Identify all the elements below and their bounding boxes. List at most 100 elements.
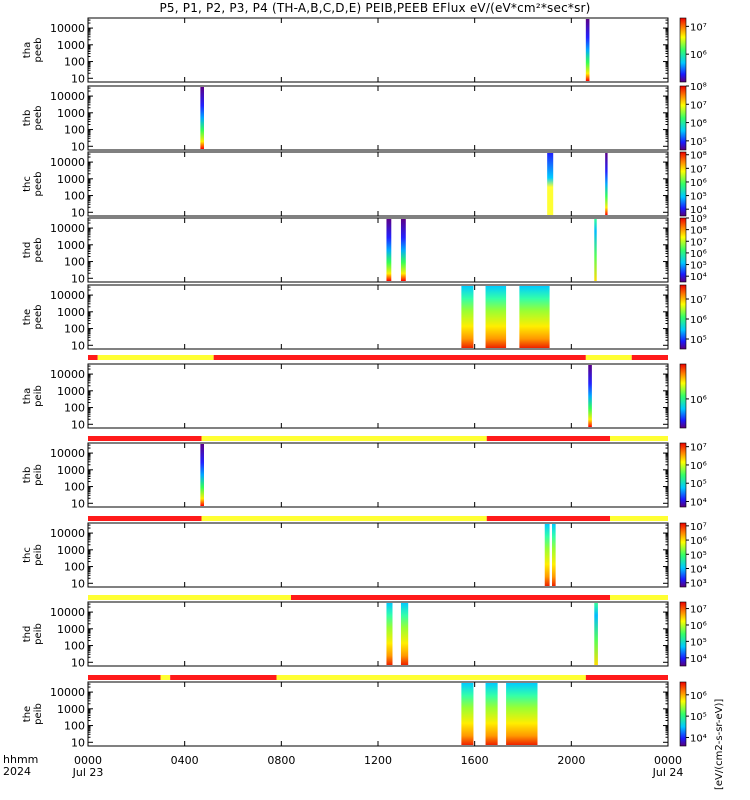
y-tick-label: 10 <box>71 418 85 431</box>
spectrogram-block <box>400 603 409 665</box>
y-tick-label: 100 <box>64 402 85 415</box>
x-axis-row-label-2: 2024 <box>3 765 31 778</box>
spectrogram-block <box>461 286 474 348</box>
colorbar-tick-label: 10⁵ <box>690 137 707 148</box>
colorbar-tick-label: 10³ <box>690 579 707 590</box>
colorbar-tick-label: 10⁴ <box>690 565 707 576</box>
panel-label-instrument: peeb <box>33 305 44 330</box>
x-tick-label: 0000 <box>654 754 682 767</box>
panel-label-instrument: peib <box>33 544 44 566</box>
y-tick-label: 100 <box>64 256 85 269</box>
colorbar-tick-label: 10⁵ <box>690 192 707 203</box>
panel-label-probe: the <box>22 706 33 722</box>
y-tick-label: 10 <box>71 339 85 352</box>
y-tick-label: 10000 <box>50 606 85 619</box>
panel-label-instrument: peib <box>33 385 44 407</box>
colorbar-tick-label: 10⁵ <box>690 261 707 272</box>
x-tick-label: 0000 <box>74 754 102 767</box>
colorbar-tick-label: 10⁵ <box>690 637 707 648</box>
colorbar <box>679 601 687 667</box>
y-tick-label: 10 <box>71 72 85 85</box>
panel-label-probe: thd <box>22 242 33 259</box>
mode-bar-segment <box>585 355 632 360</box>
chart-title: P5, P1, P2, P3, P4 (TH-A,B,C,D,E) PEIB,P… <box>159 1 591 15</box>
y-tick-label: 10000 <box>50 90 85 103</box>
colorbar-tick-label: 10⁵ <box>690 479 707 490</box>
panel-the-peeb: 10 100 1000 10000 the peeb 10⁵ 10⁶ 10⁷ <box>22 284 707 352</box>
panel-label-probe: tha <box>22 42 33 58</box>
panel-label-probe: thc <box>22 176 33 192</box>
colorbar <box>679 284 687 350</box>
spectrogram-block <box>506 683 538 745</box>
panel-tha-peeb: 10 100 1000 10000 tha peeb 10⁶ 10⁷ <box>22 17 707 85</box>
colorbar-tick-label: 10⁶ <box>690 536 707 547</box>
spectrogram-block <box>461 683 474 745</box>
mode-bar-the-peeb <box>88 355 668 360</box>
mode-bar-segment <box>88 675 161 680</box>
panel-label-instrument: peeb <box>33 38 44 63</box>
y-tick-label: 10000 <box>50 447 85 460</box>
y-tick-label: 100 <box>64 561 85 574</box>
colorbar-tick-label: 10⁷ <box>690 443 707 454</box>
panel-frame <box>87 17 669 83</box>
panel-label-instrument: peib <box>33 623 44 645</box>
mode-bar-segment <box>276 675 586 680</box>
y-tick-label: 1000 <box>57 385 85 398</box>
spectrogram-block <box>485 286 507 348</box>
panel-label-instrument: peeb <box>33 238 44 263</box>
mode-bar-segment <box>486 436 610 441</box>
spectrogram-block <box>594 603 598 665</box>
mode-bar-segment <box>88 355 98 360</box>
panel-label-probe: thb <box>22 467 33 484</box>
panel-label-probe: thd <box>22 626 33 643</box>
mode-bar-segment <box>160 675 171 680</box>
y-tick-label: 10000 <box>50 289 85 302</box>
colorbar <box>679 442 687 508</box>
y-tick-label: 1000 <box>57 239 85 252</box>
panel-frame <box>87 85 669 151</box>
x-tick-date-label: Jul 24 <box>652 766 684 779</box>
colorbar-tick-label: 10⁹ <box>690 214 707 225</box>
colorbar-tick-label: 10⁷ <box>690 522 707 533</box>
spectrogram-block <box>588 365 592 427</box>
x-tick-label: 2000 <box>557 754 585 767</box>
spectrogram-block <box>386 219 392 281</box>
colorbar <box>679 363 687 429</box>
panel-thc-peeb: 10 100 1000 10000 thc peeb 10⁴ 10⁵ 10⁶ 10⁷ 10⁸ <box>22 151 707 220</box>
panel-thd-peib: 10 100 1000 10000 thd peib 10⁴ 10⁵ 10⁶ 10⁷ <box>22 601 707 669</box>
x-axis-row-label-1: hhmm <box>3 753 38 766</box>
colorbar-tick-label: 10⁷ <box>690 164 707 175</box>
spectrogram-block <box>552 524 556 586</box>
panel-frame <box>87 363 669 429</box>
panel-the-peib: 10 100 1000 10000 the peib 10⁴ 10⁵ 10⁶ <box>22 681 707 749</box>
mode-bar-segment <box>201 516 487 521</box>
y-tick-label: 100 <box>64 640 85 653</box>
y-tick-label: 1000 <box>57 107 85 120</box>
colorbar-tick-label: 10⁶ <box>690 315 707 326</box>
y-tick-label: 100 <box>64 720 85 733</box>
colorbar-tick-label: 10⁸ <box>690 151 707 162</box>
colorbar-tick-label: 10⁶ <box>690 395 707 406</box>
x-tick-label: 1600 <box>461 754 489 767</box>
panel-frame <box>87 681 669 747</box>
panel-label-probe: thc <box>22 547 33 563</box>
y-tick-label: 1000 <box>57 464 85 477</box>
mode-bar-segment <box>213 355 586 360</box>
panel-label-instrument: peib <box>33 703 44 725</box>
colorbar-tick-label: 10⁷ <box>690 237 707 248</box>
panel-tha-peib: 10 100 1000 10000 tha peib 10⁶ <box>22 363 707 431</box>
spectrogram-block <box>485 683 498 745</box>
panel-thb-peeb: 10 100 1000 10000 thb peeb 10⁵ 10⁶ 10⁷ 10⁸ <box>22 82 707 153</box>
spectrogram-block <box>386 603 393 665</box>
colorbar-tick-label: 10⁷ <box>690 100 707 111</box>
panel-thb-peib: 10 100 1000 10000 thb peib 10⁴ 10⁵ 10⁶ 10⁷ <box>22 442 707 510</box>
colorbar <box>679 681 687 747</box>
panel-label-instrument: peeb <box>33 106 44 131</box>
colorbar-tick-label: 10⁶ <box>690 178 707 189</box>
mode-bar-segment <box>610 436 668 441</box>
panel-frame <box>87 601 669 667</box>
y-tick-label: 10000 <box>50 156 85 169</box>
y-tick-label: 100 <box>64 481 85 494</box>
spectrogram-block <box>605 153 608 215</box>
